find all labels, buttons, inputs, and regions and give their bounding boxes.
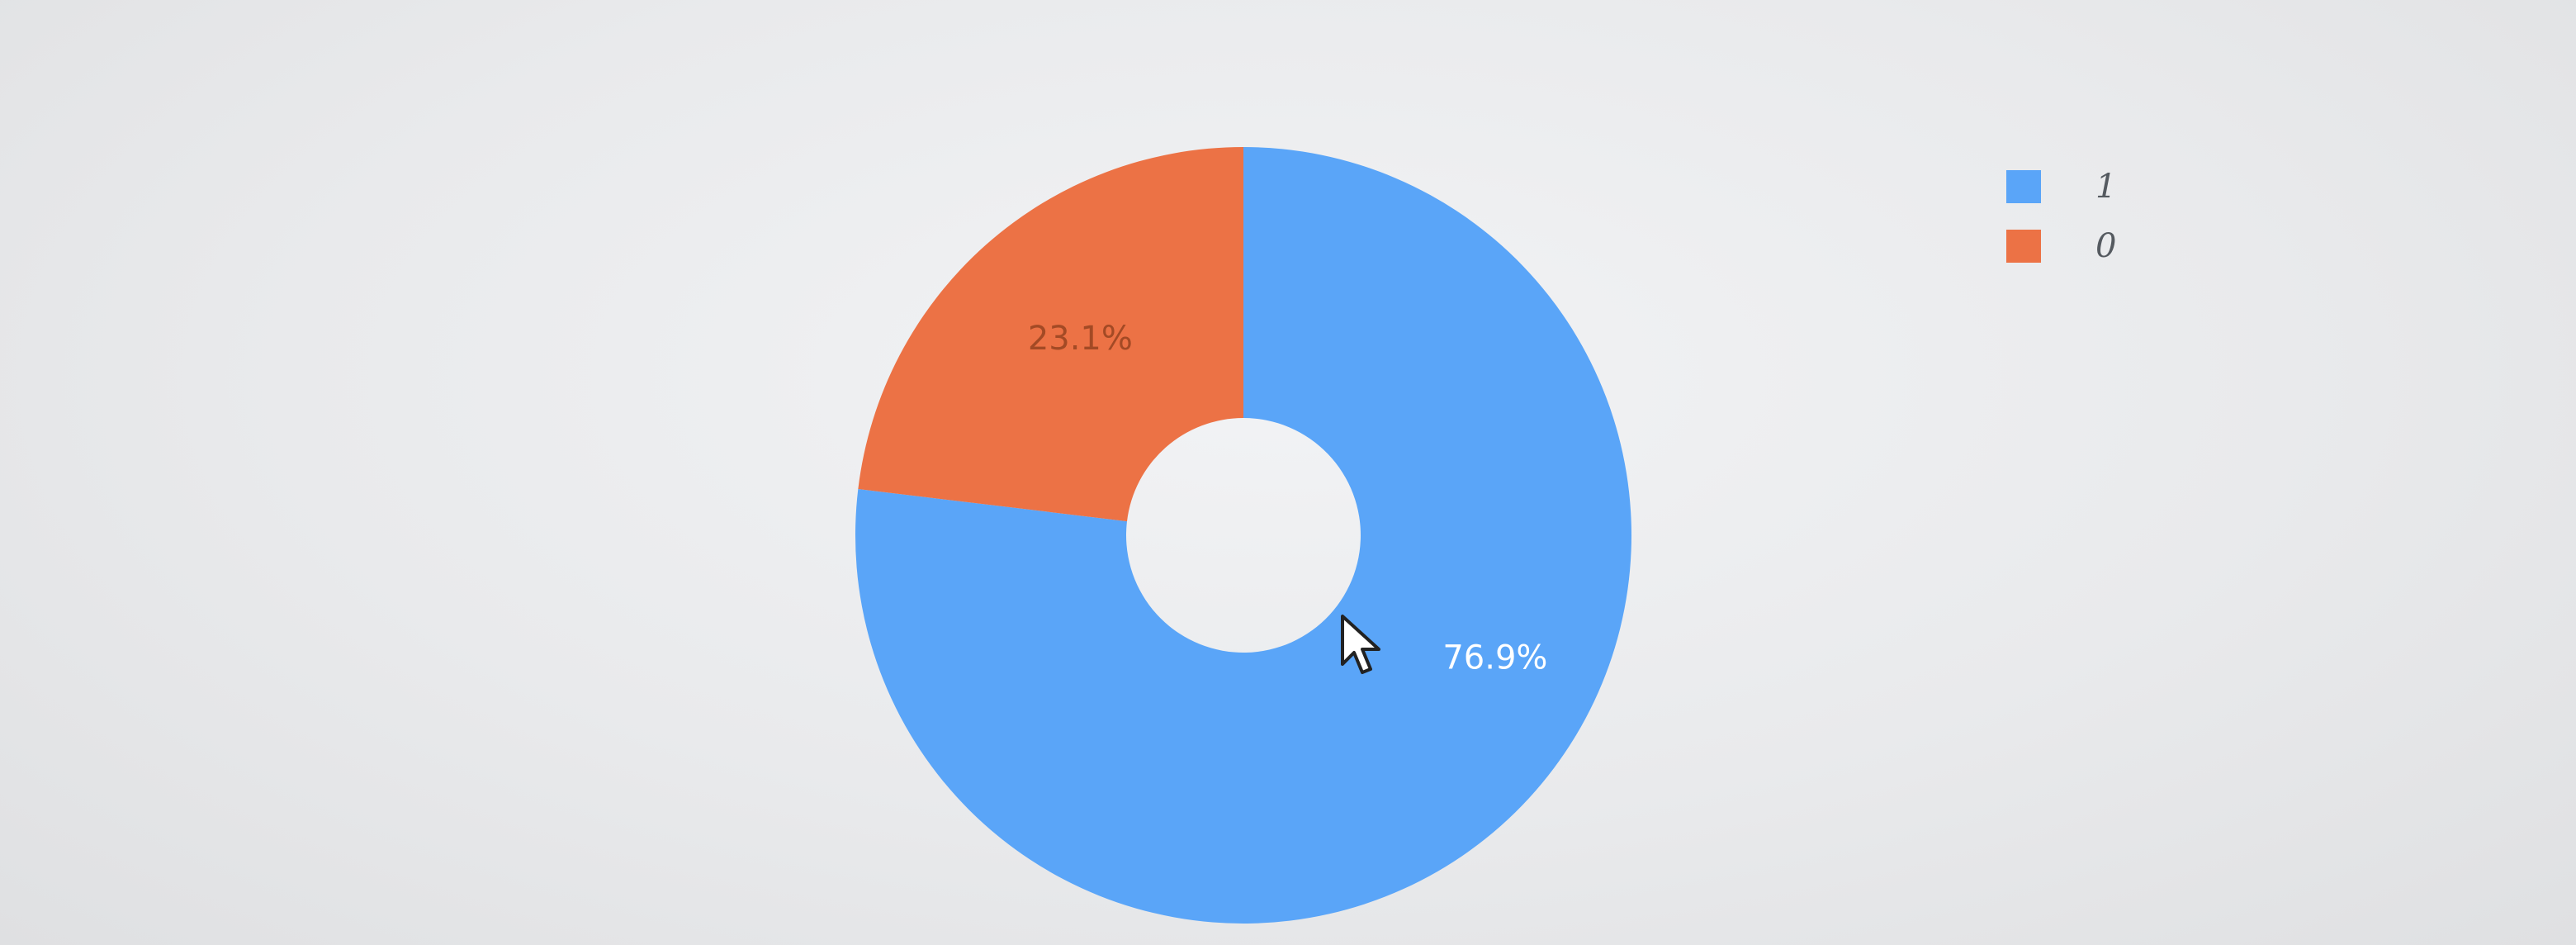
slice-1[interactable] bbox=[855, 147, 1632, 924]
legend-item-1[interactable]: 1 bbox=[2006, 168, 2116, 206]
legend-swatch-0 bbox=[2006, 230, 2041, 263]
legend: 1 0 bbox=[2006, 168, 2116, 291]
slice-label-1: 76.9% bbox=[1442, 639, 1547, 677]
legend-swatch-1 bbox=[2006, 170, 2041, 203]
legend-label-1: 1 bbox=[2095, 168, 2117, 206]
mouse-pointer-icon bbox=[1341, 615, 1380, 674]
slice-label-0: 23.1% bbox=[1028, 320, 1133, 358]
slice-labels-group: 76.9% 23.1% bbox=[1028, 320, 1548, 677]
slice-0[interactable] bbox=[858, 147, 1243, 522]
legend-label-0: 0 bbox=[2095, 227, 2117, 265]
legend-item-0[interactable]: 0 bbox=[2006, 227, 2116, 265]
slices-group bbox=[855, 147, 1632, 924]
